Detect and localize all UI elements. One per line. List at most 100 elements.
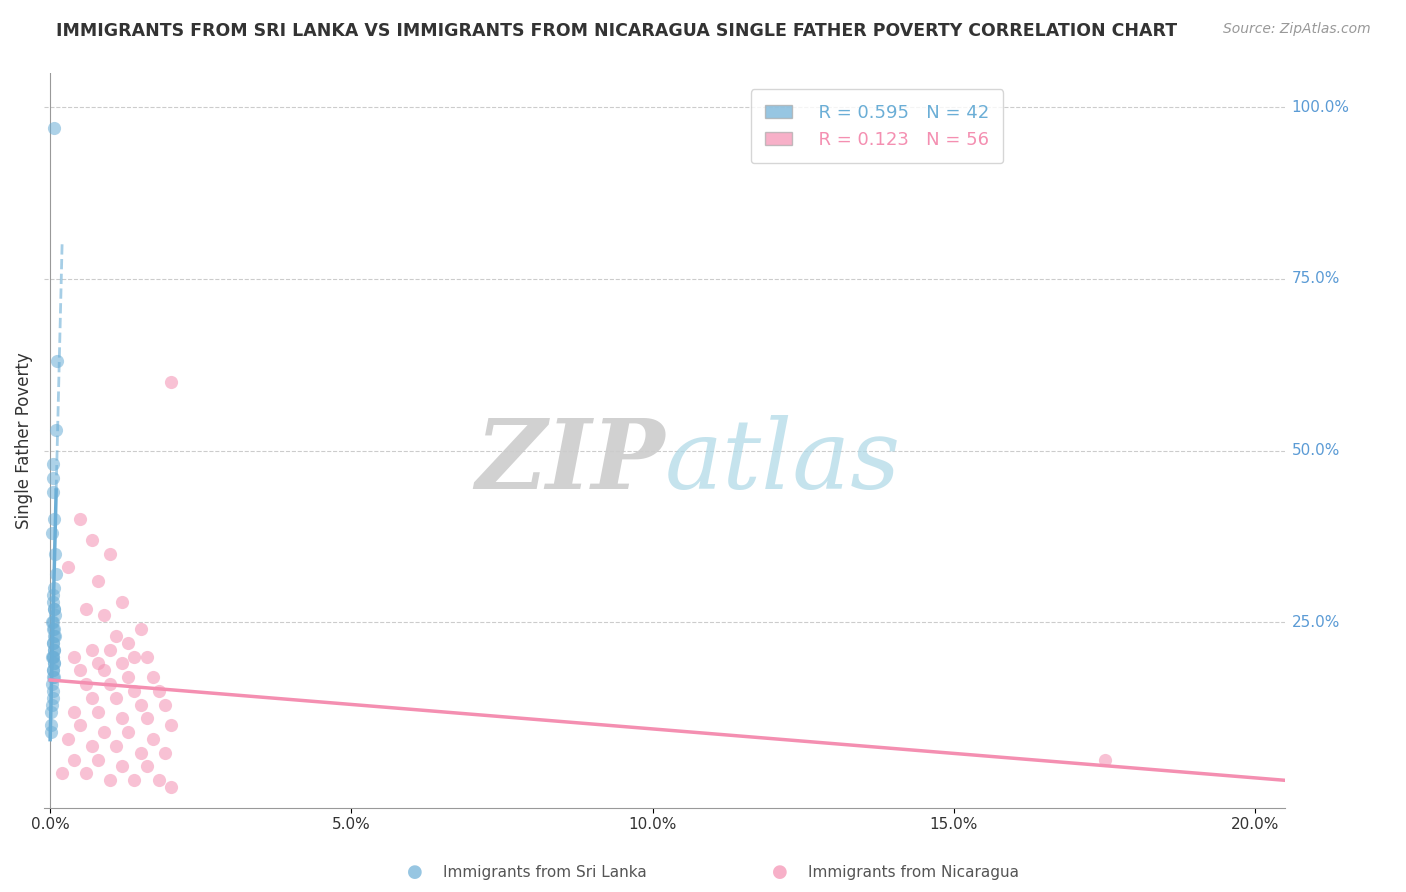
- Point: [63, 649, 86, 664]
- Point: [105, 690, 128, 705]
- Point: [135, 711, 157, 725]
- Text: 25.0%: 25.0%: [1292, 615, 1340, 630]
- Point: [41, 636, 63, 650]
- Point: [135, 759, 157, 773]
- Point: [42, 670, 65, 684]
- Point: [153, 698, 176, 712]
- Point: [129, 746, 152, 760]
- Point: [44, 657, 66, 671]
- Text: atlas: atlas: [665, 416, 901, 509]
- Point: [44, 120, 66, 135]
- Text: Source: ZipAtlas.com: Source: ZipAtlas.com: [1223, 22, 1371, 37]
- Point: [41, 705, 63, 719]
- Point: [117, 670, 139, 684]
- Point: [41, 677, 63, 691]
- Point: [42, 595, 65, 609]
- Point: [45, 423, 67, 437]
- Text: 50.0%: 50.0%: [1292, 443, 1340, 458]
- Point: [42, 458, 65, 472]
- Point: [153, 746, 176, 760]
- Point: [63, 753, 86, 767]
- Point: [87, 574, 110, 588]
- Point: [111, 657, 134, 671]
- Point: [42, 664, 65, 678]
- Point: [41, 588, 63, 602]
- Point: [93, 608, 115, 623]
- Point: [82, 690, 104, 705]
- Text: ZIP: ZIP: [475, 416, 665, 509]
- Point: [63, 705, 86, 719]
- Point: [44, 642, 66, 657]
- Point: [159, 375, 181, 389]
- Point: [117, 725, 139, 739]
- Point: [41, 718, 63, 732]
- Point: [87, 753, 110, 767]
- Point: [58, 731, 80, 746]
- Point: [87, 657, 110, 671]
- Point: [111, 595, 134, 609]
- Point: [45, 567, 67, 582]
- Point: [42, 601, 65, 615]
- Point: [100, 547, 122, 561]
- Point: [58, 560, 80, 574]
- Point: [69, 718, 91, 732]
- Point: [42, 484, 65, 499]
- Point: [148, 684, 170, 698]
- Point: [42, 649, 65, 664]
- Point: [44, 581, 66, 595]
- Point: [93, 664, 115, 678]
- Text: ●: ●: [772, 863, 789, 881]
- Point: [46, 354, 69, 368]
- Point: [39, 725, 62, 739]
- Point: [41, 471, 63, 485]
- Point: [44, 629, 66, 643]
- Point: [41, 649, 63, 664]
- Point: [87, 705, 110, 719]
- Point: [82, 642, 104, 657]
- Point: [41, 670, 63, 684]
- Text: IMMIGRANTS FROM SRI LANKA VS IMMIGRANTS FROM NICARAGUA SINGLE FATHER POVERTY COR: IMMIGRANTS FROM SRI LANKA VS IMMIGRANTS …: [56, 22, 1177, 40]
- Point: [105, 629, 128, 643]
- Text: 75.0%: 75.0%: [1292, 271, 1340, 286]
- Point: [69, 664, 91, 678]
- Point: [75, 677, 97, 691]
- Point: [42, 512, 65, 526]
- Point: [44, 547, 66, 561]
- Text: Immigrants from Nicaragua: Immigrants from Nicaragua: [808, 865, 1019, 880]
- Point: [111, 711, 134, 725]
- Point: [124, 684, 146, 698]
- Point: [124, 649, 146, 664]
- Point: [111, 759, 134, 773]
- Point: [159, 718, 181, 732]
- Point: [44, 601, 66, 615]
- Point: [51, 766, 73, 780]
- Point: [82, 739, 104, 753]
- Y-axis label: Single Father Poverty: Single Father Poverty: [15, 352, 32, 529]
- Point: [142, 670, 165, 684]
- Point: [42, 684, 65, 698]
- Point: [135, 649, 157, 664]
- Point: [105, 739, 128, 753]
- Point: [41, 615, 63, 630]
- Point: [41, 690, 63, 705]
- Point: [44, 629, 66, 643]
- Text: Immigrants from Sri Lanka: Immigrants from Sri Lanka: [443, 865, 647, 880]
- Point: [129, 622, 152, 636]
- Point: [41, 649, 63, 664]
- Point: [41, 526, 63, 541]
- Point: [75, 766, 97, 780]
- Point: [129, 698, 152, 712]
- Point: [42, 622, 65, 636]
- Point: [82, 533, 104, 547]
- Text: ●: ●: [406, 863, 423, 881]
- Text: 100.0%: 100.0%: [1292, 100, 1350, 115]
- Point: [100, 642, 122, 657]
- Point: [75, 601, 97, 615]
- Point: [42, 622, 65, 636]
- Point: [42, 636, 65, 650]
- Point: [93, 725, 115, 739]
- Point: [100, 773, 122, 788]
- Point: [159, 780, 181, 794]
- Point: [42, 657, 65, 671]
- Point: [148, 773, 170, 788]
